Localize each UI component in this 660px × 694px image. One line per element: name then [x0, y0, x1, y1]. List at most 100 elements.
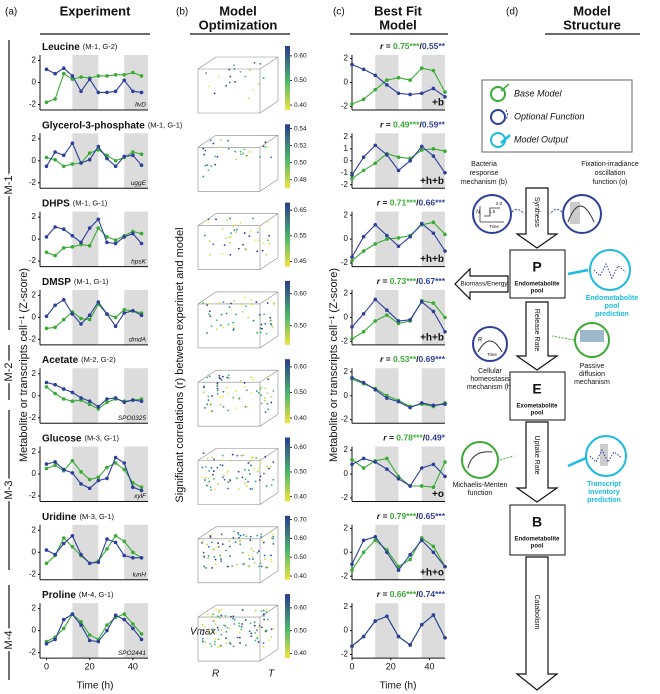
optimization-dot	[204, 406, 206, 409]
data-point	[79, 240, 83, 245]
optimization-dot	[265, 332, 268, 335]
y-tick-label: 0	[32, 156, 37, 165]
icon-plot	[479, 206, 504, 223]
colorbar-tick-label: 0.50	[294, 322, 307, 329]
data-point	[373, 242, 378, 246]
data-point	[385, 550, 389, 555]
chart-title: DMSP (M-1, G-1)	[42, 277, 109, 288]
colorbar-tick-label: 0.50	[294, 77, 307, 84]
x-axis-title: Time (h)	[77, 681, 114, 692]
colorbar-tick-label: 0.60	[294, 605, 307, 612]
optimization-dot	[210, 541, 213, 544]
optimization-dot	[262, 609, 265, 612]
optimization-dot	[239, 540, 242, 543]
optimization-dot	[201, 476, 204, 479]
data-point	[53, 157, 57, 162]
data-point	[396, 155, 401, 160]
optimization-dot	[270, 484, 273, 486]
data-point	[44, 314, 49, 319]
data-point	[96, 300, 101, 304]
r-label: r = 0.79***/0.65***	[377, 511, 446, 521]
cube-edge	[197, 604, 217, 618]
optimization-dot	[261, 249, 264, 252]
colorbar-tick-label: 0.48	[294, 176, 307, 183]
optimization-dot	[243, 382, 246, 384]
optimization-dot	[259, 331, 262, 334]
diagram-text: homeostasis	[470, 376, 510, 383]
optimization-dot	[228, 68, 231, 71]
optimization-dot	[212, 613, 215, 616]
data-point	[87, 243, 92, 248]
data-point	[396, 634, 401, 639]
data-point	[96, 478, 101, 483]
data-point	[431, 403, 436, 408]
data-point	[96, 475, 101, 480]
optimization-dot	[249, 298, 252, 301]
optimization-dot	[229, 75, 232, 78]
gene-label: dmdA	[129, 337, 146, 344]
data-point	[44, 642, 49, 646]
data-point	[419, 144, 424, 149]
pool-letter: B	[532, 514, 542, 530]
optimization-dot	[244, 296, 246, 299]
panel-label: (d)	[506, 7, 518, 18]
data-point	[105, 397, 109, 401]
module-label: M-1	[3, 176, 15, 195]
cube-edge	[259, 100, 279, 114]
y-tick-label: 0	[344, 547, 349, 556]
data-point	[396, 91, 401, 96]
cube-edge	[259, 179, 279, 192]
optimization-dot	[222, 301, 225, 303]
optimization-dot	[219, 324, 222, 327]
data-point	[105, 312, 109, 316]
optimization-dot	[264, 558, 266, 560]
optimization-dot	[219, 396, 222, 399]
x-tick-label: 0	[44, 661, 49, 671]
data-point	[61, 541, 66, 546]
optimization-dot	[263, 397, 266, 399]
optimization-dot	[221, 608, 223, 611]
optimization-dot	[229, 217, 232, 220]
optimization-dot	[259, 461, 262, 464]
data-point	[70, 399, 75, 404]
panel-header: Model	[219, 3, 257, 18]
x-tick-label: 40	[128, 661, 138, 671]
optimization-dot	[242, 152, 244, 155]
r-sep: /	[419, 120, 422, 130]
cube	[197, 291, 279, 349]
optimization-dot	[228, 306, 231, 309]
legend-icon	[490, 109, 506, 125]
colorbar-tick-label: 0.65	[294, 207, 307, 214]
data-point	[79, 552, 83, 557]
optimization-dot	[209, 633, 212, 636]
optimization-dot	[213, 458, 216, 461]
optimization-dot	[240, 628, 243, 631]
r-sep: /	[416, 354, 419, 364]
data-point	[408, 643, 412, 647]
optimization-dot	[250, 547, 253, 550]
optimization-dot	[247, 316, 250, 319]
data-point	[408, 552, 412, 557]
dark-period	[72, 603, 99, 659]
data-point	[79, 316, 83, 321]
optimization-dot	[209, 486, 212, 489]
diagram-text: 2.0	[496, 201, 503, 206]
colorbar	[285, 594, 290, 659]
optimization-dot	[217, 483, 219, 486]
chart-title: Uridine (M-3, G-1)	[42, 511, 115, 522]
optimization-dot	[250, 632, 253, 635]
data-point	[113, 238, 118, 242]
data-point	[396, 568, 401, 573]
optimization-dot	[263, 554, 266, 557]
panel-header: Best Fit	[374, 3, 422, 18]
data-point	[70, 612, 75, 616]
colorbar-tick-label: 0.60	[294, 535, 307, 542]
optimization-dot	[233, 618, 236, 621]
optimization-dot	[213, 640, 216, 643]
r-opt: 0.69***	[419, 354, 446, 364]
y-tick-label: 2	[344, 445, 349, 454]
panel-header: Structure	[563, 17, 621, 32]
gene-label: xylF	[133, 493, 147, 500]
optimization-dot	[201, 301, 204, 304]
dark-period	[124, 289, 148, 345]
